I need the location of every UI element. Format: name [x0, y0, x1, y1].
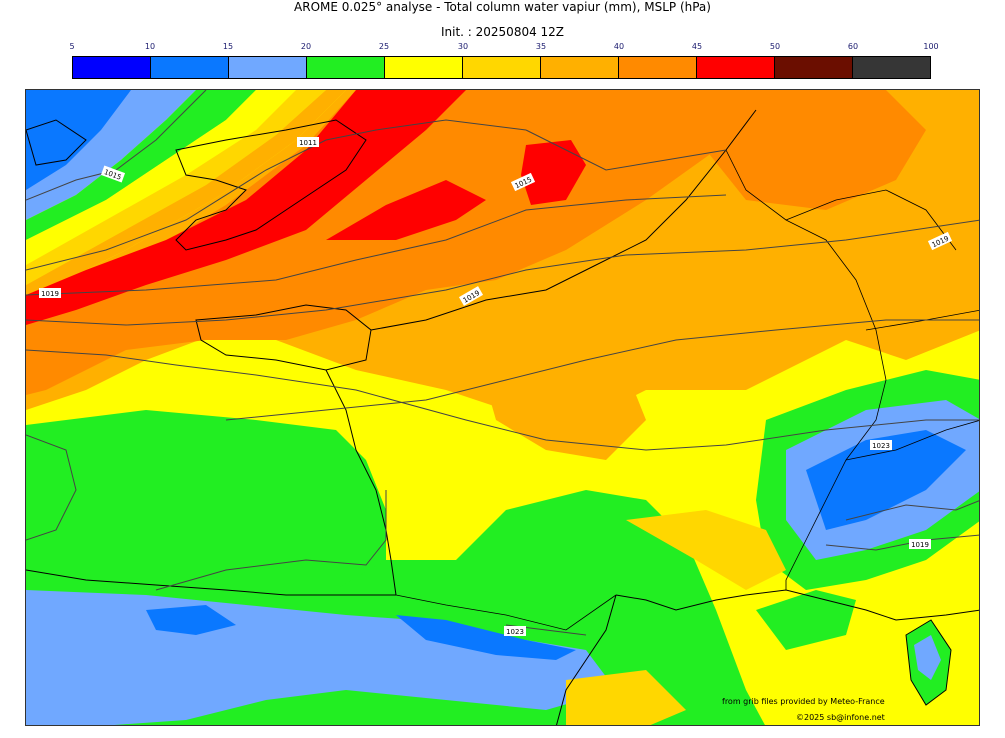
isobar-line [825, 534, 979, 551]
isobar-label-text: 1019 [911, 541, 929, 549]
colorbar-tick: 100 [923, 42, 939, 51]
colorbar-tick: 40 [613, 42, 625, 51]
isobar-line [26, 219, 979, 326]
field-blue-nw [26, 90, 131, 190]
isobar-line [225, 319, 979, 421]
field-green-nw [26, 90, 256, 240]
colorbar-segment [151, 57, 229, 78]
data-credit: from grib files provided by Meteo-France [722, 697, 885, 706]
coastline-biscay [325, 369, 397, 596]
colorbar-segment [463, 57, 541, 78]
field-red-band [26, 90, 466, 325]
border-switzerland [845, 420, 979, 461]
isobar-label-text: 1019 [41, 290, 59, 298]
field-lightblue-corsica [914, 635, 941, 680]
field-blue-spain [146, 605, 236, 635]
isobar-label-text: 1011 [299, 139, 317, 147]
field-green-west [26, 410, 386, 600]
field-blue-pyrenees [396, 615, 576, 660]
coastline-england [175, 119, 367, 251]
field-gold-nw [26, 90, 326, 285]
map-svg: 1011 1015 1015 1019 1019 1019 [26, 90, 979, 725]
colorbar-segment [697, 57, 775, 78]
weather-map: 1011 1015 1015 1019 1019 1019 [25, 89, 980, 726]
colorbar-tick: 15 [222, 42, 234, 51]
isobar-label: 1019 [909, 539, 931, 549]
field-red-patch [521, 140, 586, 205]
colorbar-segment [541, 57, 619, 78]
colorbar-tick: 10 [144, 42, 156, 51]
isobar-label: 1023 [870, 440, 892, 450]
colorbar-tick: 25 [378, 42, 390, 51]
colorbar-segment [385, 57, 463, 78]
colorbar-segment [775, 57, 853, 78]
colorbar-segment [307, 57, 385, 78]
coastline-catalonia [556, 594, 617, 725]
colorbar-segment [73, 57, 151, 78]
isobar-label: 1019 [39, 288, 61, 298]
colorbar-tick: 5 [69, 42, 75, 51]
colorbar-tick: 60 [847, 42, 859, 51]
colorbar-segment [853, 57, 930, 78]
init-time: Init. : 20250804 12Z [440, 25, 565, 39]
isobar-labels: 1011 1015 1015 1019 1019 1019 [39, 137, 953, 636]
copyright: ©2025 sb@infone.net [796, 713, 885, 722]
colorbar-tick: 45 [691, 42, 703, 51]
colorbar-segment [229, 57, 307, 78]
field-red-channel [326, 180, 486, 240]
field-amber-central [476, 340, 646, 460]
colorbar-tick: 30 [457, 42, 469, 51]
isobar-label: 1023 [504, 626, 526, 636]
isobar-line [26, 90, 207, 201]
border-benelux [785, 189, 957, 251]
isobar-line [155, 490, 387, 591]
coastline-north-spain [26, 569, 396, 596]
colorbar-tick: 35 [535, 42, 547, 51]
borders [395, 149, 979, 631]
isobars [26, 90, 979, 636]
isobar-line [26, 119, 527, 271]
isobar-line [26, 434, 77, 541]
coastline-channel [370, 109, 757, 331]
isobar-label: 1011 [297, 137, 319, 147]
colorbar-segment [619, 57, 697, 78]
isobar-line [525, 129, 727, 171]
isobar-line [845, 500, 979, 521]
isobar-line [26, 194, 727, 296]
field-amber-nw [26, 90, 346, 300]
field-green-pobasin [756, 590, 856, 650]
isobar-label-text: 1023 [506, 628, 524, 636]
field-gold-rhone [626, 510, 786, 590]
coastline-corsica [905, 619, 952, 706]
chart-title: AROME 0.025° analyse - Total column wate… [294, 0, 711, 14]
isobar-label-text: 1023 [872, 442, 890, 450]
colorbar-tick: 20 [300, 42, 312, 51]
field-yellow-nw [26, 90, 296, 265]
coastline-brittany [195, 304, 372, 371]
coastline-ireland [26, 119, 87, 166]
field-blue-alps [806, 430, 966, 530]
colorbar [72, 56, 931, 79]
colorbar-tick: 50 [769, 42, 781, 51]
colorbar-ticks: 5 10 15 20 25 30 35 40 45 50 60 100 [69, 42, 938, 54]
isobar-line [26, 349, 979, 451]
field-gold-south [566, 670, 686, 725]
field-orange-ne [706, 90, 926, 210]
border-pyrenees [395, 594, 617, 631]
